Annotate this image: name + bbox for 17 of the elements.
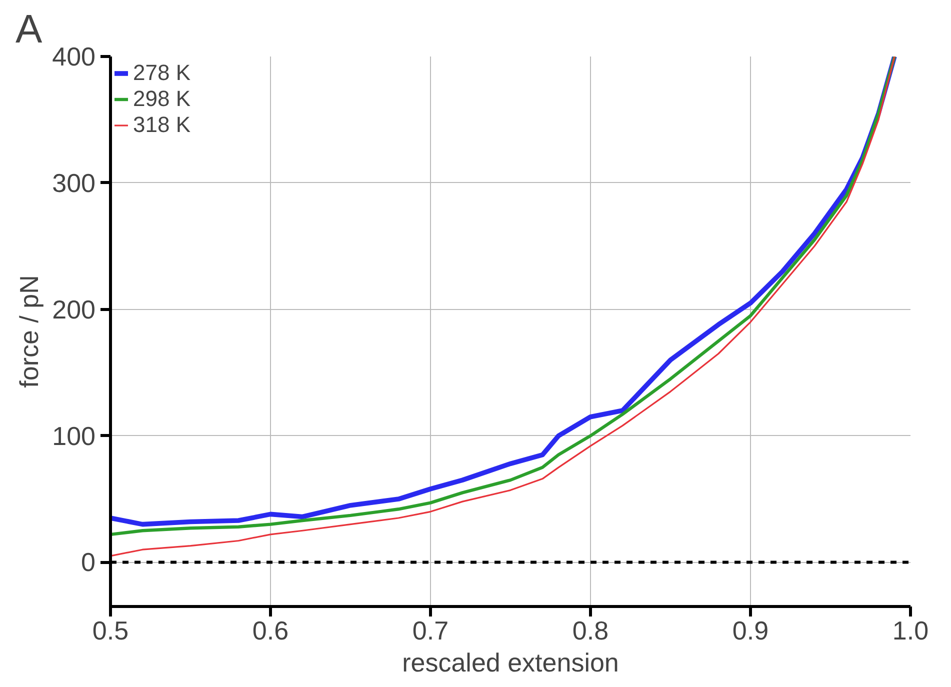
x-tick-label: 0.8 xyxy=(572,616,609,646)
x-tick-label: 0.5 xyxy=(92,616,129,646)
y-tick-label: 400 xyxy=(52,42,96,72)
x-tick-label: 0.7 xyxy=(412,616,449,646)
y-tick-label: 100 xyxy=(52,420,96,451)
legend-label: 298 K xyxy=(133,86,190,112)
text: A xyxy=(16,8,42,52)
y-tick-label: 300 xyxy=(52,168,96,198)
x-tick-label: 0.9 xyxy=(732,616,769,646)
y-axis-title: force / pN xyxy=(14,275,44,388)
legend-label: 278 K xyxy=(133,60,190,86)
y-tick-label: 0 xyxy=(81,547,96,578)
x-tick-label: 1.0 xyxy=(892,616,929,646)
x-tick-label: 0.6 xyxy=(252,616,289,646)
y-tick-label: 200 xyxy=(52,294,96,324)
legend-label: 318 K xyxy=(133,112,190,138)
x-axis-title: rescaled extension xyxy=(402,648,619,678)
